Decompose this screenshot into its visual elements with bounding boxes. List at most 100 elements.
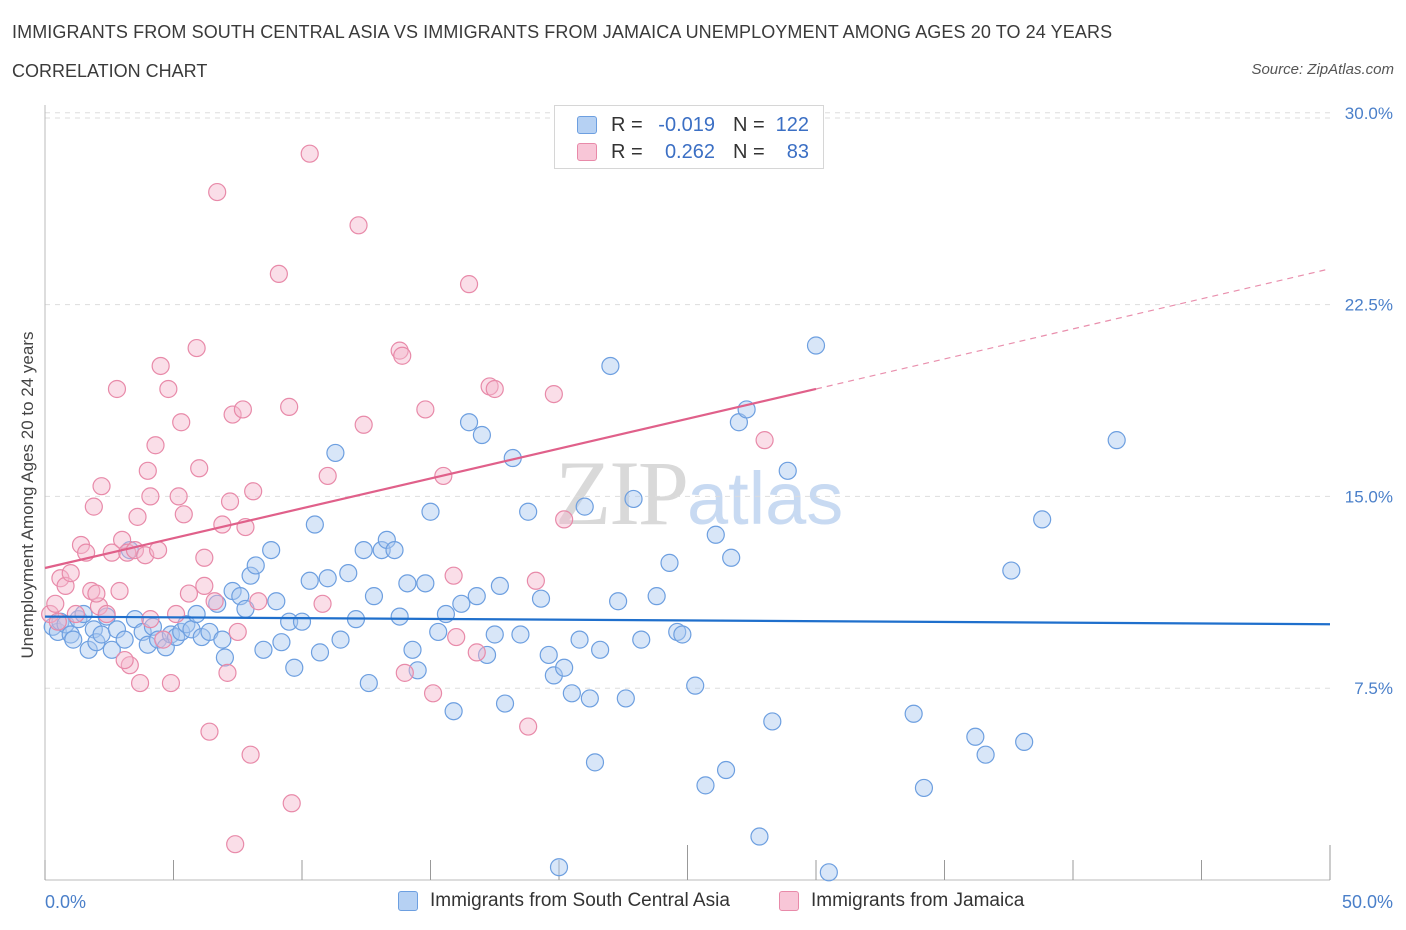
x-tick-label-max: 50.0% bbox=[1342, 892, 1393, 912]
legend-r-value: 0.262 bbox=[664, 140, 715, 163]
data-point-jamaica bbox=[318, 466, 337, 486]
data-point-jamaica bbox=[138, 461, 157, 480]
data-point-south-central-asia bbox=[976, 745, 995, 764]
legend-n-label: N = bbox=[733, 140, 765, 163]
data-point-jamaica bbox=[447, 627, 466, 647]
data-point-south-central-asia bbox=[359, 673, 378, 693]
data-point-jamaica bbox=[151, 356, 170, 376]
data-point-jamaica bbox=[120, 656, 139, 675]
data-point-south-central-asia bbox=[354, 540, 373, 560]
trend-line-south-central-asia bbox=[44, 615, 1331, 626]
data-point-south-central-asia bbox=[1033, 510, 1052, 529]
data-point-jamaica bbox=[110, 581, 129, 601]
data-point-south-central-asia bbox=[511, 625, 530, 644]
data-point-south-central-asia bbox=[305, 515, 324, 534]
data-point-jamaica bbox=[166, 604, 186, 624]
data-point-jamaica bbox=[92, 477, 111, 496]
data-point-south-central-asia bbox=[285, 658, 304, 677]
data-point-south-central-asia bbox=[616, 689, 635, 708]
bottom-legend-label-blue: Immigrants from South Central Asia bbox=[430, 890, 730, 911]
data-point-jamaica bbox=[146, 436, 165, 455]
data-point-jamaica bbox=[220, 492, 240, 511]
data-point-south-central-asia bbox=[1107, 431, 1126, 450]
data-point-south-central-asia bbox=[601, 356, 620, 376]
data-point-jamaica bbox=[169, 487, 188, 506]
data-point-south-central-asia bbox=[819, 863, 838, 882]
data-point-jamaica bbox=[179, 584, 199, 603]
data-point-south-central-asia bbox=[339, 564, 358, 583]
data-point-jamaica bbox=[115, 650, 134, 670]
data-point-jamaica bbox=[218, 663, 237, 682]
legend-row-jamaica: R = 0.262 N = 83 bbox=[577, 140, 809, 164]
chart-title: IMMIGRANTS FROM SOUTH CENTRAL ASIA VS IM… bbox=[12, 22, 1113, 42]
data-point-south-central-asia bbox=[421, 502, 440, 521]
stats-legend: R = -0.019 N = 122 R = 0.262 N = 83 bbox=[554, 105, 824, 169]
data-point-south-central-asia bbox=[609, 592, 628, 611]
data-point-jamaica bbox=[141, 610, 160, 629]
data-point-jamaica bbox=[249, 592, 268, 611]
data-point-south-central-asia bbox=[591, 640, 610, 659]
data-point-south-central-asia bbox=[300, 571, 319, 590]
data-point-jamaica bbox=[280, 397, 299, 416]
data-point-south-central-asia bbox=[310, 643, 330, 662]
data-point-south-central-asia bbox=[241, 566, 260, 585]
data-point-jamaica bbox=[82, 581, 101, 601]
x-tick-label-min: 0.0% bbox=[45, 892, 86, 912]
data-point-south-central-asia bbox=[398, 574, 417, 593]
data-point-south-central-asia bbox=[549, 858, 569, 877]
data-point-south-central-asia bbox=[806, 336, 826, 355]
data-point-jamaica bbox=[161, 673, 181, 693]
data-point-jamaica bbox=[205, 592, 224, 611]
data-point-jamaica bbox=[755, 431, 774, 450]
data-point-jamaica bbox=[393, 346, 412, 365]
data-point-south-central-asia bbox=[668, 622, 687, 642]
data-point-jamaica bbox=[141, 487, 160, 506]
data-point-jamaica bbox=[313, 594, 332, 613]
data-point-south-central-asia bbox=[64, 630, 83, 649]
data-point-south-central-asia bbox=[686, 676, 705, 695]
y-axis-label: Unemployment Among Ages 20 to 24 years bbox=[18, 331, 37, 659]
data-point-south-central-asia bbox=[262, 540, 281, 560]
data-point-south-central-asia bbox=[1015, 732, 1034, 752]
data-point-jamaica bbox=[416, 400, 435, 419]
data-point-south-central-asia bbox=[107, 620, 127, 639]
data-point-jamaica bbox=[349, 216, 368, 235]
data-point-south-central-asia bbox=[292, 612, 312, 631]
data-point-jamaica bbox=[107, 379, 127, 399]
data-point-jamaica bbox=[128, 507, 147, 526]
data-point-south-central-asia bbox=[208, 594, 227, 613]
legend-n-label: N = bbox=[733, 113, 765, 136]
data-point-south-central-asia bbox=[562, 684, 581, 703]
data-point-south-central-asia bbox=[372, 540, 391, 560]
data-point-south-central-asia bbox=[722, 548, 741, 567]
bottom-legend-jamaica: Immigrants from Jamaica bbox=[779, 890, 1024, 912]
data-point-jamaica bbox=[195, 576, 214, 596]
bottom-legend-label-pink: Immigrants from Jamaica bbox=[811, 890, 1025, 911]
data-point-jamaica bbox=[423, 684, 443, 703]
data-point-south-central-asia bbox=[696, 776, 715, 795]
data-point-south-central-asia bbox=[647, 587, 666, 606]
data-point-jamaica bbox=[555, 510, 574, 529]
data-point-jamaica bbox=[200, 722, 219, 741]
data-point-jamaica bbox=[226, 835, 245, 854]
data-point-jamaica bbox=[208, 182, 227, 202]
trend-line-jamaica bbox=[44, 387, 817, 570]
data-point-south-central-asia bbox=[904, 704, 923, 723]
data-point-south-central-asia bbox=[69, 610, 88, 629]
data-point-south-central-asia bbox=[706, 525, 725, 544]
data-point-south-central-asia bbox=[539, 645, 558, 665]
data-point-jamaica bbox=[87, 584, 106, 603]
data-point-south-central-asia bbox=[115, 630, 134, 649]
data-point-south-central-asia bbox=[485, 625, 504, 644]
y-tick-label: 22.5% bbox=[1345, 296, 1393, 315]
data-point-south-central-asia bbox=[467, 587, 486, 606]
data-point-jamaica bbox=[480, 377, 499, 396]
data-point-south-central-asia bbox=[914, 778, 934, 798]
data-point-south-central-asia bbox=[272, 633, 291, 652]
bottom-legend-swatch-blue bbox=[398, 891, 418, 911]
legend-row-south-central-asia: R = -0.019 N = 122 bbox=[577, 113, 809, 137]
data-point-south-central-asia bbox=[750, 827, 769, 846]
legend-n-value: 83 bbox=[786, 140, 809, 163]
data-point-south-central-asia bbox=[364, 587, 384, 606]
data-point-south-central-asia bbox=[575, 497, 594, 516]
